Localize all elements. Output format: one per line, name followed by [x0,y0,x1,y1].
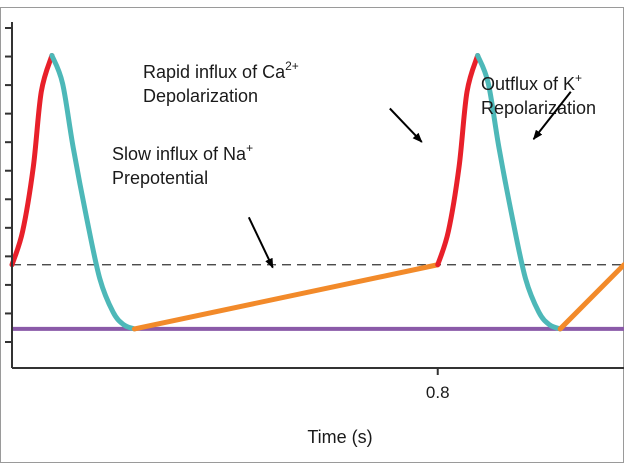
annotation-text: Prepotential [112,168,208,188]
annotation-outflux-k: Outflux of K+ Repolarization [481,71,596,140]
x-axis-ticks: 0.8 [426,368,450,402]
annotation-rapid-ca: Rapid influx of Ca2+ Depolarization [143,59,423,143]
annotation-text: Outflux of K+ [481,71,582,94]
annotation-arrow [532,91,572,140]
x-axis-label: Time (s) [307,427,372,447]
annotation-arrow [389,107,423,143]
axes: 0.8 [5,22,624,402]
annotation-text: Slow influx of Na+ [112,141,253,164]
prepotential-segment [131,262,441,332]
depolarization-segment [9,52,55,268]
x-axis-tick-label: 0.8 [426,383,450,402]
annotations: Slow influx of Na+ Prepotential Rapid infl… [112,59,596,269]
series-layer [9,52,624,332]
depolarization-segment [435,52,481,268]
repolarization-segment [475,52,563,332]
y-axis-ticks [5,27,12,343]
annotation-text: Rapid influx of Ca2+ [143,59,299,82]
annotation-slow-na: Slow influx of Na+ Prepotential [112,141,274,269]
repolarization-segment [49,52,137,332]
annotation-arrow [247,216,274,269]
annotation-text: Repolarization [481,98,596,118]
annotation-text: Depolarization [143,86,258,106]
prepotential-segment [557,262,624,332]
